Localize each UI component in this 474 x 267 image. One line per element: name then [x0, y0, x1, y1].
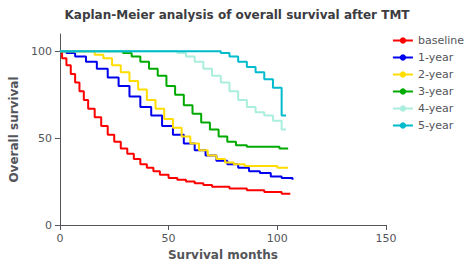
svg-text:5-year: 5-year — [418, 119, 454, 132]
svg-text:3-year: 3-year — [418, 85, 454, 98]
svg-text:Overall survival: Overall survival — [7, 76, 21, 182]
svg-text:100: 100 — [267, 232, 288, 245]
svg-text:Survival months: Survival months — [168, 248, 278, 262]
svg-text:0: 0 — [56, 232, 63, 245]
svg-text:150: 150 — [376, 232, 397, 245]
svg-text:4-year: 4-year — [418, 102, 454, 115]
svg-text:50: 50 — [38, 132, 52, 145]
svg-text:0: 0 — [45, 219, 52, 232]
svg-text:2-year: 2-year — [418, 68, 454, 81]
svg-text:50: 50 — [162, 232, 176, 245]
svg-text:Kaplan-Meier analysis of overa: Kaplan-Meier analysis of overall surviva… — [64, 8, 410, 22]
svg-text:1-year: 1-year — [418, 51, 454, 64]
svg-text:baseline: baseline — [418, 34, 464, 47]
svg-text:100: 100 — [31, 45, 52, 58]
